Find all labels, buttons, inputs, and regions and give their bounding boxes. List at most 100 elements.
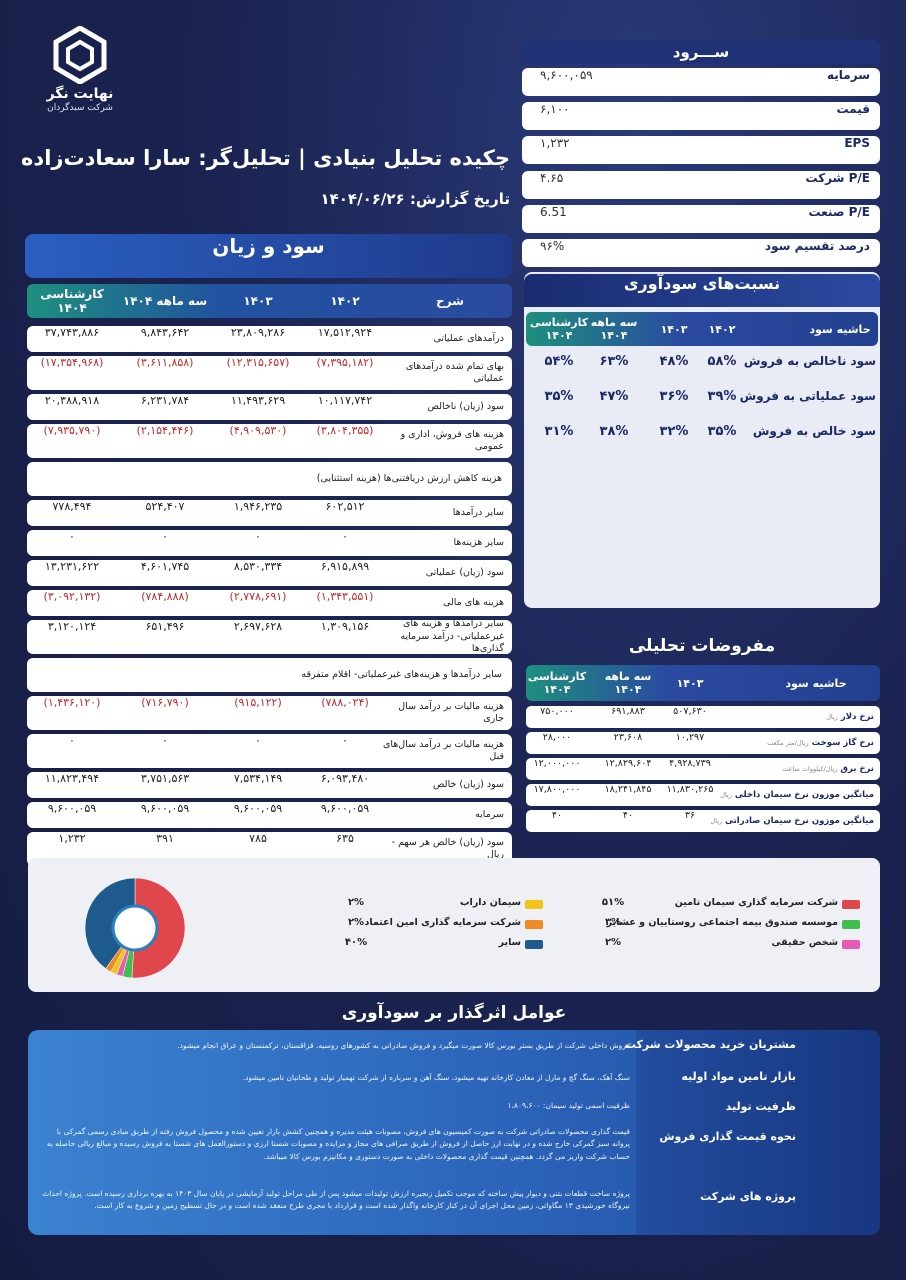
assumption-label: نرخ گاز سوخت ریال/متر مکعب [700, 732, 874, 754]
row-value: ۲۳,۸۰۹,۲۸۶ [230, 326, 286, 339]
assumption-row [526, 784, 880, 806]
legend-value: ۵۱% [601, 897, 625, 908]
row-label: درآمدهای عملیاتی [433, 332, 504, 344]
factor-label: پروژه های شرکت [700, 1190, 796, 1203]
assumption-value: ۷۵۰,۰۰۰ [540, 706, 574, 717]
row-value: ۰ [255, 734, 261, 747]
row-value: (۳,۰۹۲,۱۳۲) [43, 590, 101, 603]
row-label: سایر درآمدها و هزینه های غیرعملیاتی- درآ… [400, 618, 504, 655]
row-value: (۱۷,۳۵۴,۹۶۸) [40, 356, 104, 369]
legend-value: ۲% [347, 897, 365, 908]
row-value: (۹۱۵,۱۲۲) [234, 696, 282, 709]
row-label: هزینه مالیات بر درآمد سال جاری [398, 700, 504, 724]
income-header [27, 284, 512, 318]
assumption-label: میانگین موزون نرخ سیمان داخلی ریال [700, 784, 874, 806]
factor-text: قیمت گذاری محصولات صادراتی شرکت به صورت … [46, 1127, 630, 1161]
assumption-value: ۲۳,۶۰۸ [613, 732, 643, 743]
ratio-value: ۴۷% [599, 389, 629, 404]
report-title: چکیده تحلیل بنیادی | تحلیل‌گر: سارا سعاد… [21, 146, 510, 170]
column-header: کارشناسی ۱۴۰۴ [527, 670, 587, 696]
row-value: (۳,۸۰۴,۳۵۵) [316, 424, 374, 437]
row-label: سود (زیان) خالص [433, 778, 504, 790]
row-value: (۷۱۶,۷۹۰) [141, 696, 189, 709]
row-value: ۱۱,۴۹۳,۶۲۹ [230, 394, 286, 407]
legend-swatch [525, 940, 543, 949]
row-value: ۶,۰۹۳,۴۸۰ [320, 772, 370, 785]
info-value: ۹۶% [540, 239, 565, 253]
row-value: ۳۹۱ [156, 832, 174, 845]
row-label: هزینه کاهش ارزش دریافتنی‌ها (هزینه استثن… [316, 472, 502, 484]
row-value: (۱,۳۴۳,۵۵۱) [316, 590, 374, 603]
info-value: ۹,۶۰۰,۰۵۹ [540, 68, 593, 82]
column-header: شرح [436, 294, 464, 308]
row-value: ۹,۶۰۰,۰۵۹ [320, 802, 370, 815]
row-label: بهای تمام شده درآمدهای عملیاتی [405, 360, 504, 384]
row-value: (۷,۹۳۵,۷۹۰) [43, 424, 101, 437]
assumption-value: ۱۸,۲۴۱,۸۴۵ [604, 784, 652, 795]
row-value: ۷,۵۳۴,۱۴۹ [233, 772, 283, 785]
row-label: سایر درآمدها و هزینه‌های غیرعملیاتی- اقل… [301, 668, 502, 680]
info-row [522, 239, 880, 267]
column-header: سه ماهه ۱۴۰۴ [604, 670, 652, 696]
row-value: ۹,۶۰۰,۰۵۹ [47, 802, 97, 815]
column-header: حاشیه سود [785, 676, 847, 690]
ratio-value: ۶۳% [599, 354, 629, 369]
assumption-value: ۱۱,۸۳۰,۲۶۵ [666, 784, 714, 795]
assumption-value: ۱۰,۲۹۷ [675, 732, 705, 743]
row-value: ۱۷,۵۱۲,۹۲۴ [317, 326, 373, 339]
info-row [522, 170, 880, 199]
assumption-row [526, 810, 880, 832]
row-value: ۹,۶۰۰,۰۵۹ [140, 802, 190, 815]
assumption-row [526, 732, 880, 754]
column-header: ۱۴۰۳ [676, 676, 704, 690]
assumption-value: ۱۲,۸۲۹,۶۰۴ [604, 758, 652, 769]
column-header: ۱۴۰۲ [708, 322, 736, 336]
row-value: (۱۲,۳۱۵,۶۵۷) [226, 356, 290, 369]
row-value: ۰ [162, 734, 168, 747]
column-header: ۱۴۰۳ [660, 322, 688, 336]
legend-value: ۴۰% [344, 937, 368, 948]
factors-side [636, 1030, 880, 1235]
income-row [27, 590, 512, 616]
pie-chart [84, 877, 186, 979]
row-value: ۷۸۵ [249, 832, 267, 845]
assumption-value: ۴۰ [622, 810, 634, 821]
factor-text: سنگ آهک، سنگ گچ و مارل از معادن کارخانه … [242, 1073, 630, 1082]
column-header: کارشناسی ۱۴۰۴ [40, 287, 104, 315]
row-value: (۷۸۴,۸۸۸) [141, 590, 189, 603]
income-row [27, 734, 512, 768]
row-label: سود (زیان) خالص هر سهم - ریال [391, 836, 504, 860]
ratio-value: ۳۵% [544, 389, 574, 404]
ratio-value: ۳۸% [599, 424, 629, 439]
income-row [27, 394, 512, 420]
assumptions-title: مفروضات تحلیلی [628, 636, 776, 656]
assumption-value: ۱۲,۰۰۰,۰۰۰ [533, 758, 581, 769]
row-value: (۷,۳۹۵,۱۸۲) [316, 356, 374, 369]
income-row [27, 772, 512, 798]
row-value: ۰ [162, 530, 168, 543]
assumption-value: ۱۷,۸۰۰,۰۰۰ [533, 784, 581, 795]
column-header: ۱۴۰۳ [243, 294, 273, 308]
assumption-value: ۲۸,۰۰۰ [542, 732, 572, 743]
income-row [27, 802, 512, 828]
legend-name: سایر [498, 937, 521, 948]
row-value: (۴,۹۰۹,۵۳۰) [229, 424, 287, 437]
info-label: P/E شرکت [805, 170, 871, 185]
legend-name: شرکت سرمایه گذاری سیمان تامین [674, 897, 838, 908]
legend-value: ۲% [347, 917, 365, 928]
income-title: سود و زیان [25, 234, 512, 278]
ratio-value: ۴۸% [659, 354, 689, 369]
legend-name: شرکت سرمایه گذاری امین اعتماد [364, 917, 521, 928]
ratio-value: ۳۱% [544, 424, 574, 439]
legend-swatch [525, 920, 543, 929]
assumption-row [526, 706, 880, 728]
factor-text: فروش داخلی شرکت از طریق بستر بورس کالا ص… [177, 1041, 630, 1050]
company-title: ســـرود [522, 40, 880, 64]
legend-value: ۳% [604, 917, 622, 928]
row-label: سایر هزینه‌ها [453, 536, 504, 548]
row-value: ۶۵۱,۴۹۶ [145, 620, 185, 633]
row-label: سایر درآمدها [452, 506, 504, 518]
column-header: سه ماهه ۱۴۰۴ [590, 316, 638, 342]
factor-label: ظرفیت تولید [725, 1100, 796, 1113]
factor-text: ظرفیت اسمی تولید سیمان: ۱،۸۰۹،۶۰۰ [507, 1101, 630, 1110]
